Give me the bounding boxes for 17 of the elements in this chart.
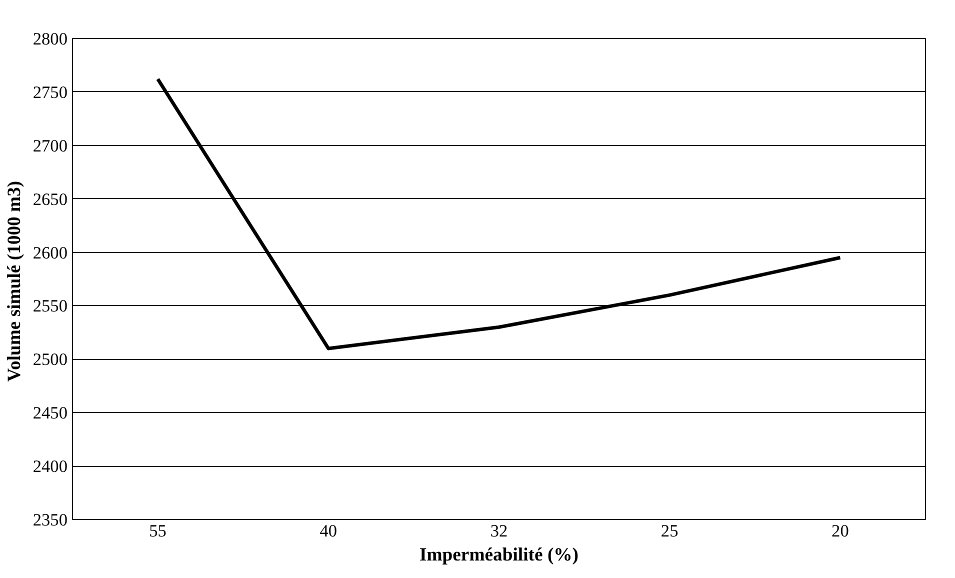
- x-tick-label: 20: [832, 522, 849, 540]
- x-tick-label: 32: [490, 522, 508, 540]
- x-axis-title: Imperméabilité (%): [419, 544, 579, 566]
- x-tick-label: 25: [660, 522, 678, 540]
- y-tick-label: 2350: [32, 510, 68, 530]
- y-axis-title: Volume simulé (1000 m3): [4, 180, 25, 382]
- y-tick-label: 2500: [32, 350, 68, 370]
- y-tick-label: 2400: [32, 457, 68, 476]
- x-tick-label: 40: [320, 522, 338, 540]
- y-tick-label: 2650: [32, 190, 68, 209]
- y-tick-label: 2450: [32, 404, 68, 423]
- y-tick-label: 2700: [32, 136, 68, 156]
- y-tick-label: 2550: [32, 296, 68, 316]
- y-tick-label: 2750: [32, 82, 68, 102]
- y-tick-label: 2800: [32, 30, 68, 48]
- y-tick-label: 2600: [32, 243, 68, 262]
- x-tick-label: 55: [149, 522, 166, 540]
